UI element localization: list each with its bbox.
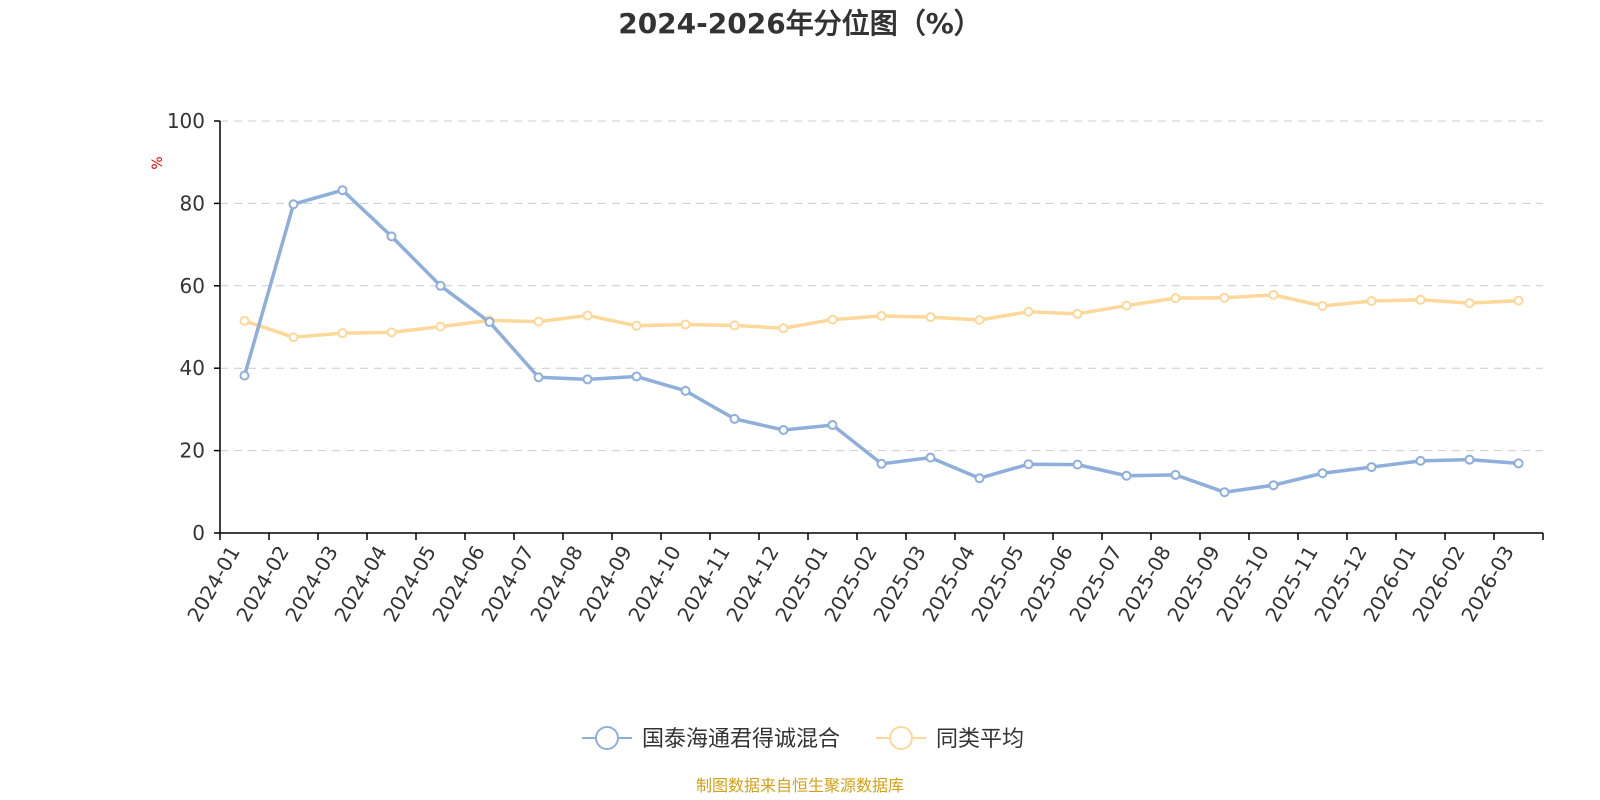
data-point[interactable] <box>1121 300 1132 311</box>
data-point[interactable] <box>1023 459 1034 470</box>
legend-circle-icon <box>889 726 913 750</box>
data-point[interactable] <box>582 310 593 321</box>
data-point[interactable] <box>288 332 299 343</box>
series-1 <box>239 185 1524 498</box>
data-point[interactable] <box>876 458 887 469</box>
data-point[interactable] <box>631 320 642 331</box>
legend-circle-icon <box>595 726 619 750</box>
series-line <box>242 188 1521 494</box>
grid-lines <box>220 120 1543 452</box>
data-point[interactable] <box>974 473 985 484</box>
data-point[interactable] <box>1415 294 1426 305</box>
data-point[interactable] <box>827 314 838 325</box>
data-point[interactable] <box>533 316 544 327</box>
chart-title: 2024-2026年分位图（%） <box>618 7 982 40</box>
data-point[interactable] <box>778 323 789 334</box>
data-point[interactable] <box>1317 468 1328 479</box>
data-point[interactable] <box>827 420 838 431</box>
data-point[interactable] <box>631 371 642 382</box>
y-tick-label: 20 <box>180 439 205 463</box>
data-point[interactable] <box>337 328 348 339</box>
data-point[interactable] <box>386 327 397 338</box>
axes <box>219 121 1543 534</box>
y-tick-label: 80 <box>180 191 205 215</box>
data-point[interactable] <box>386 231 397 242</box>
data-point[interactable] <box>729 320 740 331</box>
data-point[interactable] <box>1170 469 1181 480</box>
legend-label: 同类平均 <box>936 727 1024 752</box>
data-point[interactable] <box>876 310 887 321</box>
data-point[interactable] <box>1268 289 1279 300</box>
series-2 <box>239 289 1524 343</box>
data-point[interactable] <box>1219 292 1230 303</box>
data-point[interactable] <box>288 199 299 210</box>
y-tick-label: 0 <box>192 521 205 545</box>
data-point[interactable] <box>1219 487 1230 498</box>
y-tick-label: 60 <box>180 274 205 298</box>
y-axis-unit-label: % <box>150 156 166 169</box>
data-point[interactable] <box>1366 296 1377 307</box>
data-point[interactable] <box>1072 308 1083 319</box>
data-point[interactable] <box>1464 298 1475 309</box>
data-source-footer: 制图数据来自恒生聚源数据库 <box>696 776 904 795</box>
data-point[interactable] <box>435 280 446 291</box>
data-point[interactable] <box>337 185 348 196</box>
data-point[interactable] <box>925 452 936 463</box>
data-point[interactable] <box>680 385 691 396</box>
y-axis-ticks: 0 20 40 60 80 100 <box>167 109 220 545</box>
data-point[interactable] <box>435 321 446 332</box>
data-point[interactable] <box>1415 455 1426 466</box>
data-point[interactable] <box>680 319 691 330</box>
x-axis-ticks: 2024-012024-022024-032024-042024-052024-… <box>182 533 1544 626</box>
data-point[interactable] <box>1366 462 1377 473</box>
data-point[interactable] <box>582 374 593 385</box>
data-point[interactable] <box>1072 459 1083 470</box>
data-point[interactable] <box>1121 470 1132 481</box>
data-point[interactable] <box>974 314 985 325</box>
data-point[interactable] <box>1268 480 1279 491</box>
data-point[interactable] <box>533 372 544 383</box>
series-lines <box>239 185 1524 498</box>
data-point[interactable] <box>729 413 740 424</box>
data-point[interactable] <box>1317 300 1328 311</box>
data-point[interactable] <box>925 312 936 323</box>
legend-item[interactable]: 同类平均 <box>876 726 1024 752</box>
legend[interactable]: 国泰海通君得诚混合 同类平均 <box>582 726 1024 752</box>
data-point[interactable] <box>1513 295 1524 306</box>
data-point[interactable] <box>1513 458 1524 469</box>
data-point[interactable] <box>1464 454 1475 465</box>
data-point[interactable] <box>778 425 789 435</box>
data-point[interactable] <box>239 315 250 326</box>
data-point[interactable] <box>1170 293 1181 304</box>
legend-item[interactable]: 国泰海通君得诚混合 <box>582 726 840 752</box>
data-point[interactable] <box>239 370 250 381</box>
legend-label: 国泰海通君得诚混合 <box>642 727 840 752</box>
y-tick-label: 40 <box>180 356 205 380</box>
y-tick-label: 100 <box>167 109 205 133</box>
data-point[interactable] <box>484 317 495 328</box>
data-point[interactable] <box>1023 306 1034 317</box>
